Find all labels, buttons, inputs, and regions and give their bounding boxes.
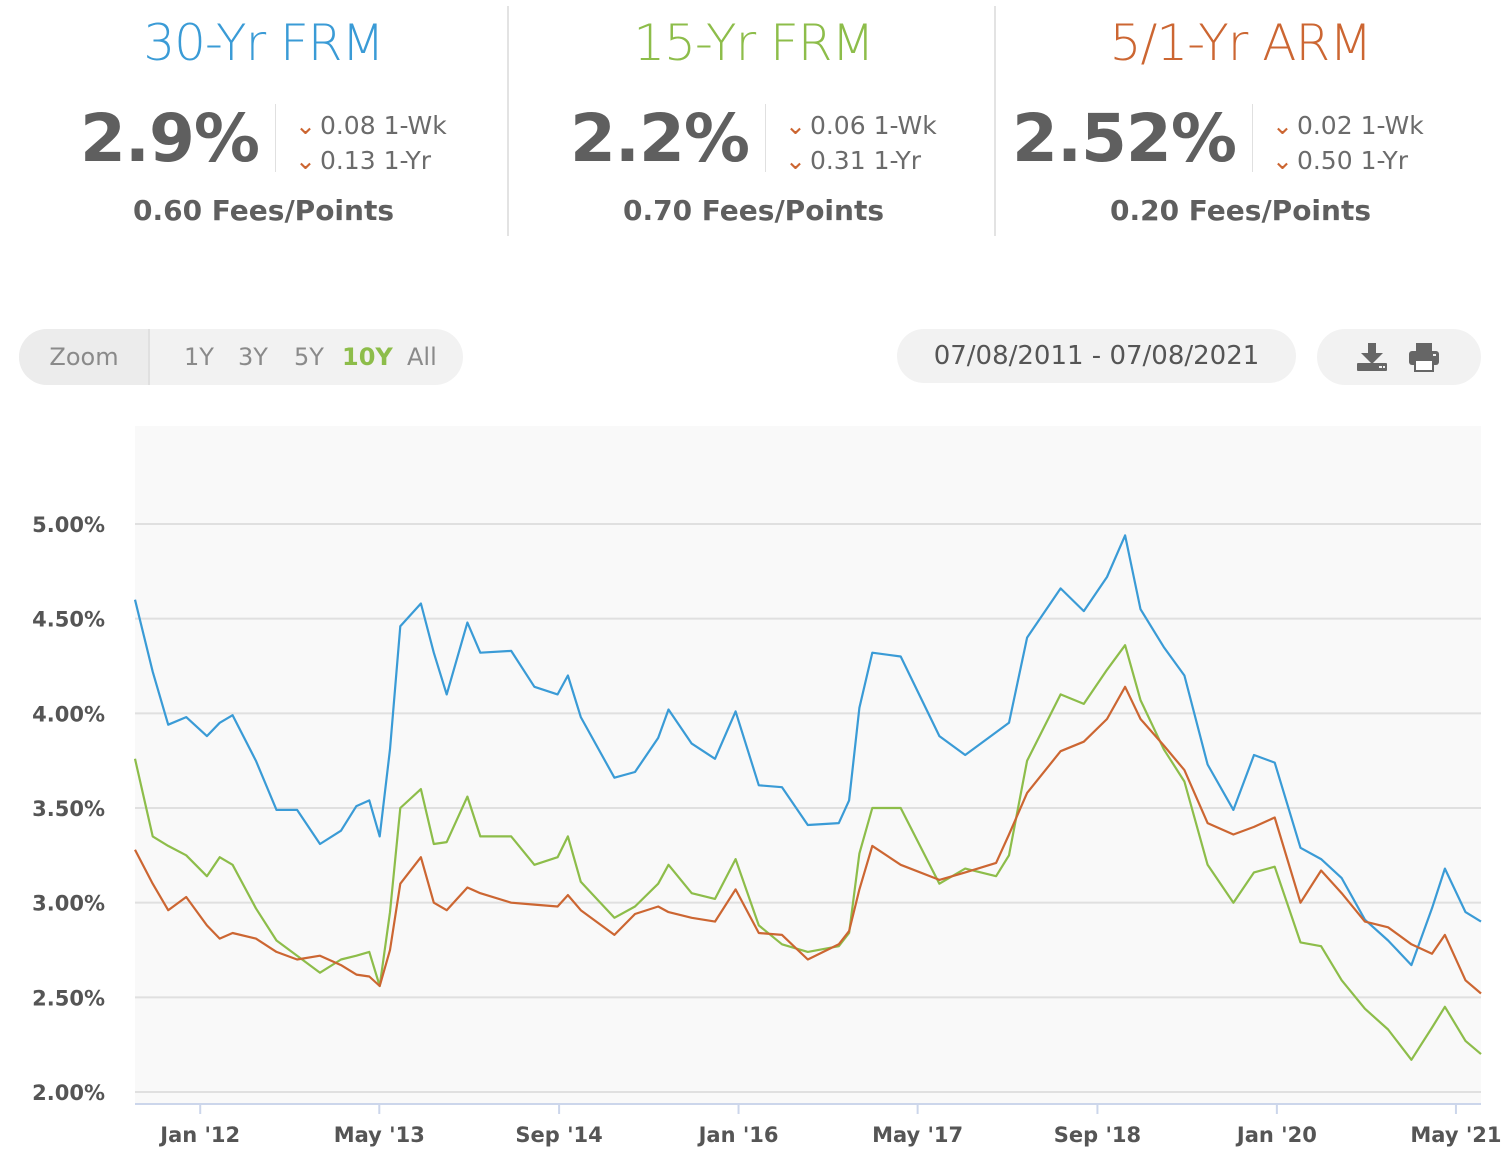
change-year-value: 0.13 [319, 146, 376, 175]
summary-divider [994, 6, 996, 236]
change-week-label: 1-Wk [1360, 111, 1424, 140]
rate-value: 2.2% [569, 100, 750, 177]
x-axis: Jan '12 May '13 Sep '14 Jan '16 May '17 Sep '… [135, 1103, 1501, 1147]
y-tick-label: 3.50% [32, 797, 105, 821]
change-year: ⌄ 0.13 1-Yr [295, 143, 447, 178]
change-week-label: 1-Wk [873, 111, 937, 140]
rate-changes: ⌄ 0.08 1-Wk ⌄ 0.13 1-Yr [295, 108, 447, 178]
change-week: ⌄ 0.02 1-Wk [1272, 108, 1424, 143]
down-chevron-icon: ⌄ [295, 146, 316, 175]
series-line-5-1-yr-arm [134, 685, 1482, 995]
summary-divider [507, 6, 509, 236]
zoom-button-1y[interactable]: 1Y [184, 343, 214, 371]
zoom-button-all[interactable]: All [407, 343, 437, 371]
series-lines [133, 534, 1482, 1061]
summary-5-1yr-arm: 5/1-Yr ARM 2.52% ⌄ 0.02 1-Wk ⌄ 0.50 1-Yr 0… [997, 0, 1484, 240]
zoom-label: Zoom [19, 329, 149, 385]
change-year-label: 1-Yr [873, 146, 922, 175]
change-year: ⌄ 0.50 1-Yr [1272, 143, 1424, 178]
rate-changes: ⌄ 0.02 1-Wk ⌄ 0.50 1-Yr [1272, 108, 1424, 178]
summary-15yr-frm: 15-Yr FRM 2.2% ⌄ 0.06 1-Wk ⌄ 0.31 1-Yr 0.7… [510, 0, 997, 240]
zoom-button-10y[interactable]: 10Y [342, 343, 393, 371]
date-range-picker[interactable]: 07/08/2011 - 07/08/2021 [897, 329, 1296, 383]
down-chevron-icon: ⌄ [785, 146, 806, 175]
x-tick-label: Jan '16 [697, 1123, 779, 1147]
zoom-bar: Zoom 1Y 3Y 5Y 10Y All [19, 329, 463, 385]
down-chevron-icon: ⌄ [785, 111, 806, 140]
y-tick-label: 5.00% [32, 513, 105, 537]
plot-background [135, 426, 1481, 1104]
print-icon[interactable] [1407, 341, 1441, 373]
change-week-value: 0.08 [319, 111, 376, 140]
rate-value: 2.9% [79, 100, 260, 177]
rate-changes: ⌄ 0.06 1-Wk ⌄ 0.31 1-Yr [785, 108, 937, 178]
x-tick-label: Sep '18 [1054, 1123, 1141, 1147]
series-line-30-yr-frm [133, 534, 1482, 967]
change-year: ⌄ 0.31 1-Yr [785, 143, 937, 178]
x-tick-label: May '13 [334, 1123, 425, 1147]
chart-tools [1317, 329, 1481, 385]
x-tick-label: Jan '12 [158, 1123, 240, 1147]
fees-points: 0.60 Fees/Points [132, 194, 395, 227]
download-icon[interactable] [1355, 341, 1389, 373]
x-tick-label: Jan '20 [1235, 1123, 1317, 1147]
x-tick-label: May '17 [872, 1123, 963, 1147]
zoom-button-5y[interactable]: 5Y [294, 343, 324, 371]
change-week-value: 0.06 [809, 111, 866, 140]
rate-separator [275, 104, 276, 172]
rate-history-chart: 2.00% 2.50% 3.00% 3.50% 4.00% 4.50% 5.00% Jan … [32, 426, 1501, 1147]
y-tick-label: 3.00% [32, 892, 105, 916]
rate-separator [1252, 104, 1253, 172]
grid-lines [135, 523, 1481, 1093]
change-week-value: 0.02 [1296, 111, 1353, 140]
product-title: 30-Yr FRM [143, 14, 384, 72]
change-year-label: 1-Yr [383, 146, 432, 175]
down-chevron-icon: ⌄ [1272, 146, 1293, 175]
down-chevron-icon: ⌄ [1272, 111, 1293, 140]
change-week: ⌄ 0.08 1-Wk [295, 108, 447, 143]
series-line-15-yr-frm [133, 644, 1482, 1061]
fees-points: 0.70 Fees/Points [622, 194, 885, 227]
y-tick-label: 4.50% [32, 608, 105, 632]
change-year-label: 1-Yr [1360, 146, 1409, 175]
change-year-value: 0.31 [809, 146, 866, 175]
change-year-value: 0.50 [1296, 146, 1353, 175]
x-tick-label: May '21 [1410, 1123, 1501, 1147]
product-title: 5/1-Yr ARM [1109, 14, 1373, 72]
down-chevron-icon: ⌄ [295, 111, 316, 140]
summary-30yr-frm: 30-Yr FRM 2.9% ⌄ 0.08 1-Wk ⌄ 0.13 1-Yr 0.6… [20, 0, 507, 240]
zoom-separator [148, 329, 150, 385]
change-week-label: 1-Wk [383, 111, 447, 140]
rate-separator [765, 104, 766, 172]
zoom-button-3y[interactable]: 3Y [238, 343, 268, 371]
y-tick-label: 4.00% [32, 702, 105, 726]
y-axis-labels: 2.00% 2.50% 3.00% 3.50% 4.00% 4.50% 5.00% [32, 513, 105, 1105]
rate-value: 2.52% [1012, 100, 1237, 177]
x-tick-label: Sep '14 [515, 1123, 602, 1147]
change-week: ⌄ 0.06 1-Wk [785, 108, 937, 143]
y-tick-label: 2.00% [32, 1081, 105, 1105]
fees-points: 0.20 Fees/Points [1109, 194, 1372, 227]
product-title: 15-Yr FRM [633, 14, 874, 72]
y-tick-label: 2.50% [32, 986, 105, 1010]
